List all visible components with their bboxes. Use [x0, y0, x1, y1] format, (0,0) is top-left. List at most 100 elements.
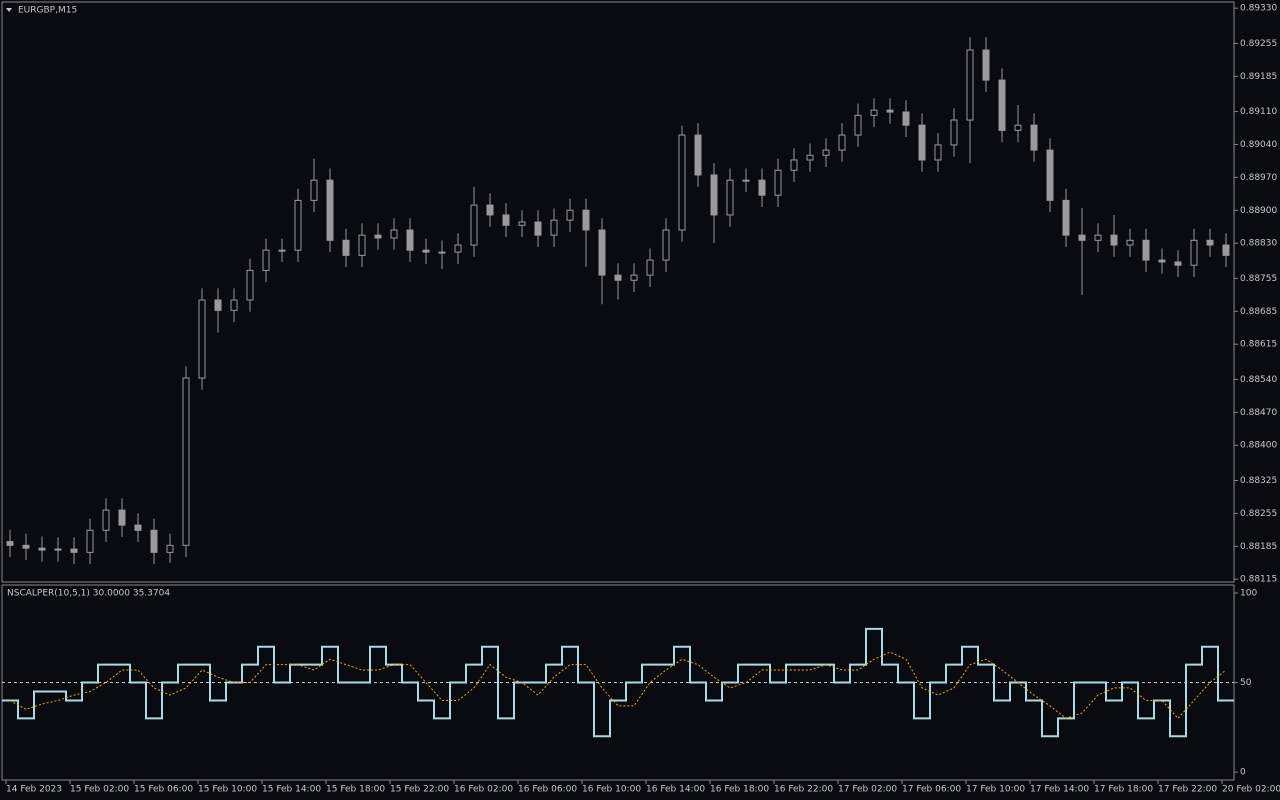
candle-body — [822, 149, 830, 156]
y-tick-label: 0.88255 — [1240, 509, 1277, 519]
candle-body — [902, 111, 910, 126]
candle-body — [278, 249, 286, 252]
candle-body — [518, 221, 526, 226]
y-tick-label: 0 — [1240, 768, 1246, 778]
candle-body — [1094, 234, 1102, 241]
candle-body — [70, 548, 78, 553]
candle-body — [566, 209, 574, 221]
indicator-line — [2, 627, 1234, 738]
candle-body — [1030, 124, 1038, 151]
candle-body — [422, 249, 430, 253]
y-tick-label: 100 — [1240, 588, 1257, 598]
y-tick-label: 0.89040 — [1240, 140, 1277, 150]
candle-body — [694, 134, 702, 176]
candle-body — [934, 144, 942, 161]
candle-body — [982, 49, 990, 81]
main-panel — [1, 1, 1235, 583]
candle-body — [726, 179, 734, 216]
candle-body — [854, 114, 862, 136]
candle-body — [486, 204, 494, 216]
x-tick-label: 17 Feb 22:00 — [1158, 785, 1217, 795]
candle-body — [246, 269, 254, 301]
candle-body — [998, 79, 1006, 131]
candle-body — [598, 229, 606, 276]
menu-arrow[interactable] — [6, 8, 12, 12]
x-tick-label: 16 Feb 14:00 — [646, 785, 705, 795]
x-tick-label: 16 Feb 10:00 — [582, 785, 641, 795]
candle-body — [502, 214, 510, 226]
x-tick-label: 15 Feb 06:00 — [134, 785, 193, 795]
x-tick-label: 20 Feb 02:00 — [1222, 785, 1280, 795]
candle-body — [342, 239, 350, 256]
candle-body — [438, 251, 446, 254]
x-tick-label: 16 Feb 22:00 — [774, 785, 833, 795]
candle-body — [1158, 259, 1166, 263]
x-tick-label: 15 Feb 22:00 — [390, 785, 449, 795]
candle-body — [310, 179, 318, 201]
candle-body — [870, 109, 878, 116]
x-tick-label: 15 Feb 02:00 — [70, 785, 129, 795]
candle-body — [758, 179, 766, 196]
candle-body — [630, 274, 638, 281]
candle-body — [886, 109, 894, 113]
candle-body — [806, 154, 814, 161]
x-tick-label: 16 Feb 18:00 — [710, 785, 769, 795]
y-tick-label: 0.89185 — [1240, 72, 1277, 82]
candle-body — [1126, 239, 1134, 246]
candle-body — [54, 548, 62, 551]
candle-body — [1142, 239, 1150, 261]
candle-body — [1078, 234, 1086, 241]
x-tick-label: 15 Feb 10:00 — [198, 785, 257, 795]
candle-body — [582, 209, 590, 231]
symbol-label: EURGBP,M15 — [18, 6, 77, 16]
x-tick-label: 17 Feb 02:00 — [838, 785, 897, 795]
candle-body — [1046, 149, 1054, 201]
y-tick-label: 0.88540 — [1240, 375, 1277, 385]
candle-body — [534, 221, 542, 236]
candle-body — [470, 204, 478, 246]
y-tick-label: 0.88685 — [1240, 307, 1277, 317]
candle-body — [550, 219, 558, 236]
candle-body — [198, 299, 206, 379]
candle-body — [742, 179, 750, 182]
candle-body — [1206, 239, 1214, 246]
candle-body — [646, 259, 654, 276]
y-tick-label: 50 — [1240, 678, 1252, 688]
candle-body — [358, 234, 366, 256]
y-tick-label: 0.89255 — [1240, 39, 1277, 49]
x-tick-label: 17 Feb 06:00 — [902, 785, 961, 795]
y-tick-label: 0.88185 — [1240, 542, 1277, 552]
y-tick-label: 0.89110 — [1240, 107, 1277, 117]
candle-body — [710, 174, 718, 216]
y-tick-label: 0.89330 — [1240, 4, 1277, 14]
y-tick-label: 0.88900 — [1240, 206, 1277, 216]
indicator-label: NSCALPER(10,5,1) 30.0000 35.3704 — [7, 589, 170, 599]
candle-body — [838, 134, 846, 151]
candle-body — [166, 544, 174, 553]
candle-body — [214, 299, 222, 311]
candle-body — [38, 547, 46, 551]
candle-body — [662, 229, 670, 261]
candle-body — [454, 244, 462, 253]
x-tick-label: 14 Feb 2023 — [6, 785, 62, 795]
x-tick-label: 15 Feb 14:00 — [262, 785, 321, 795]
x-tick-label: 17 Feb 10:00 — [966, 785, 1025, 795]
candle-body — [390, 229, 398, 239]
x-tick-label: 17 Feb 14:00 — [1030, 785, 1089, 795]
y-tick-label: 0.88830 — [1240, 239, 1277, 249]
x-tick-label: 16 Feb 02:00 — [454, 785, 513, 795]
x-tick-label: 15 Feb 18:00 — [326, 785, 385, 795]
candle-body — [678, 134, 686, 231]
candle-body — [6, 541, 14, 546]
candle-body — [918, 124, 926, 161]
candle-body — [774, 169, 782, 196]
candle-body — [326, 179, 334, 241]
candle-body — [134, 524, 142, 531]
candle-body — [374, 234, 382, 239]
candle-body — [294, 199, 302, 251]
candle-body — [790, 159, 798, 171]
y-tick-label: 0.88325 — [1240, 476, 1277, 486]
candle-body — [950, 119, 958, 146]
